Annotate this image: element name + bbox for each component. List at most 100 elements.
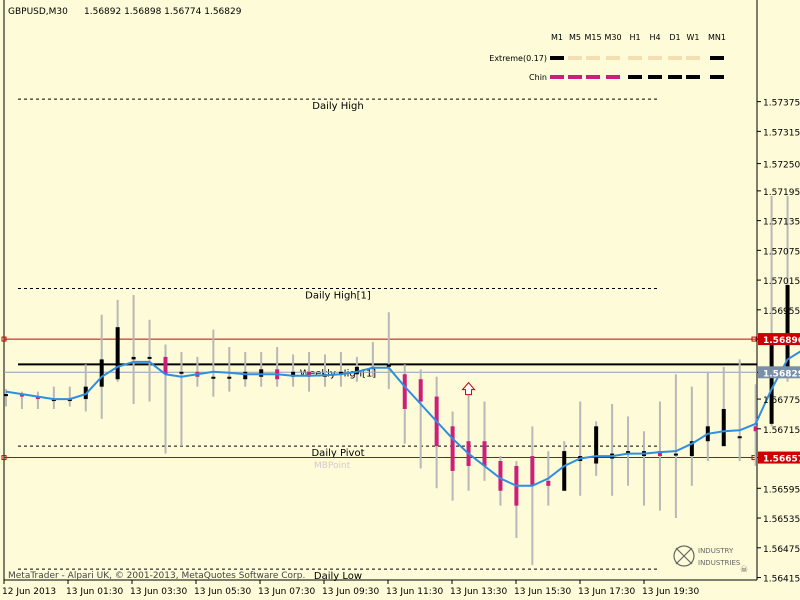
level-label: Daily High xyxy=(312,101,363,112)
y-tick-label: 1.57075 xyxy=(763,247,800,257)
y-tick-label: 1.57135 xyxy=(763,218,800,228)
level-label: Daily High[1] xyxy=(305,291,371,302)
price-badge-label: 1.56896 xyxy=(763,336,800,346)
candle-body-bull xyxy=(562,451,567,491)
y-tick-label: 1.57195 xyxy=(763,188,800,198)
faint-label: MBPoint xyxy=(314,461,351,471)
candle-body-bull xyxy=(673,453,678,456)
indicator-dash xyxy=(568,75,582,79)
candle-body-bear xyxy=(35,396,40,400)
indicator-dash xyxy=(668,75,682,79)
price-badge xyxy=(758,366,800,379)
candle-body-bull xyxy=(354,366,359,375)
price-badge-label: 1.56657 xyxy=(763,455,800,465)
candle-body-bear xyxy=(657,451,662,457)
candle-body-bear xyxy=(163,356,168,375)
indicator-dash xyxy=(648,75,662,79)
x-tick-label: 13 Jun 09:30 xyxy=(322,587,379,597)
indicator-dash xyxy=(686,75,700,79)
candle-body-bull xyxy=(291,371,296,377)
x-tick-label: 13 Jun 05:30 xyxy=(194,587,251,597)
indicator-dash xyxy=(686,56,700,60)
timeframe-label: M5 xyxy=(569,33,581,42)
candle-body-bear xyxy=(753,426,758,432)
marker-layer xyxy=(461,381,476,396)
indicator-dash xyxy=(550,75,564,79)
timeframe-label: M30 xyxy=(604,33,621,42)
indicator-dash xyxy=(550,56,564,60)
candle-body-bear xyxy=(402,374,407,409)
y-tick-label: 1.56535 xyxy=(763,515,800,525)
y-tick-label: 1.56475 xyxy=(763,545,800,555)
y-tick-label: 1.57015 xyxy=(763,277,800,287)
logo-figure-icon xyxy=(673,545,695,567)
indicator-dash xyxy=(710,75,724,79)
x-tick-label: 13 Jun 07:30 xyxy=(258,587,315,597)
x-tick-label: 13 Jun 15:30 xyxy=(514,587,571,597)
price-badge xyxy=(758,451,800,464)
y-tick-label: 1.56415 xyxy=(763,575,800,585)
ma-layer xyxy=(5,350,800,487)
y-tick-label: 1.57250 xyxy=(763,161,800,171)
y-tick-label: 1.56955 xyxy=(763,307,800,317)
industry-logo: INDUSTRY INDUSTRIES ☠ xyxy=(673,545,748,575)
chart-symbol: GBPUSD,M30 xyxy=(8,7,68,17)
level-handle-left xyxy=(1,336,7,342)
x-axis-labels: 12 Jun 2013 13 Jun 01:30 13 Jun 03:30 13 Ju… xyxy=(2,580,699,597)
x-tick-label: 13 Jun 11:30 xyxy=(386,587,443,597)
indicator-dash xyxy=(628,75,642,79)
y-tick-label: 1.57375 xyxy=(763,99,800,109)
copyright-text: MetaTrader - Alpari UK, © 2001-2013, Met… xyxy=(8,571,305,581)
y-tick-label: 1.56775 xyxy=(763,396,800,406)
candle-body-bull xyxy=(785,285,790,367)
price-badge-label: 1.56829 xyxy=(763,369,800,379)
candle-body-bull xyxy=(147,356,152,359)
indicator-dash xyxy=(568,56,582,60)
x-tick-label: 13 Jun 19:30 xyxy=(642,587,699,597)
candle-body-bull xyxy=(338,371,343,375)
candle-body-bull xyxy=(99,359,104,387)
indicator-row-label: Chin xyxy=(529,73,547,82)
level-label: Daily Low xyxy=(314,571,362,582)
chart-ohlc: 1.56892 1.56898 1.56774 1.56829 xyxy=(84,7,242,17)
candle-body-bear xyxy=(307,371,312,377)
y-tick-label: 1.56595 xyxy=(763,485,800,495)
candle-body-bull xyxy=(689,441,694,457)
level-handle-left xyxy=(1,455,7,461)
candle-body-bull xyxy=(626,451,631,454)
x-tick-label: 13 Jun 17:30 xyxy=(578,587,635,597)
candle-body-bull xyxy=(179,371,184,374)
candle-body-bull xyxy=(737,436,742,439)
candle-body-bull xyxy=(115,327,120,380)
timeframe-label: M15 xyxy=(584,33,601,42)
candle-body-bull xyxy=(227,376,232,379)
indicator-dash xyxy=(710,56,724,60)
y-axis-labels: 1.57375 1.57315 1.57250 1.57195 1.57135 1.570… xyxy=(757,99,800,585)
candle-body-bull xyxy=(259,369,264,377)
up-arrow-icon xyxy=(461,381,476,396)
candle-body-bull xyxy=(4,394,8,397)
timeframe-label: W1 xyxy=(687,33,700,42)
skull-icon: ☠ xyxy=(740,565,748,575)
candle-body-bear xyxy=(418,379,423,402)
level-handle-right xyxy=(751,336,757,342)
timeframe-label: D1 xyxy=(669,33,680,42)
timeframe-label: MN1 xyxy=(708,33,726,42)
y-tick-label: 1.57315 xyxy=(763,128,800,138)
candle-body-bear xyxy=(482,441,487,466)
logo-line-1: INDUSTRY xyxy=(698,547,734,555)
candle-body-bull xyxy=(243,371,248,380)
timeframe-label: H4 xyxy=(649,33,660,42)
candle-body-bull xyxy=(594,426,599,464)
indicator-dash xyxy=(668,56,682,60)
candle-body-bull xyxy=(131,356,136,360)
indicator-dash xyxy=(586,56,600,60)
candle-body-bull xyxy=(769,342,774,424)
indicator-dash xyxy=(606,56,620,60)
y-tick-label: 1.56715 xyxy=(763,426,800,436)
indicator-dash xyxy=(628,56,642,60)
moving-average-line xyxy=(5,350,800,487)
indicator-row-label: Extreme(0.17) xyxy=(489,54,547,63)
indicator-dash xyxy=(606,75,620,79)
